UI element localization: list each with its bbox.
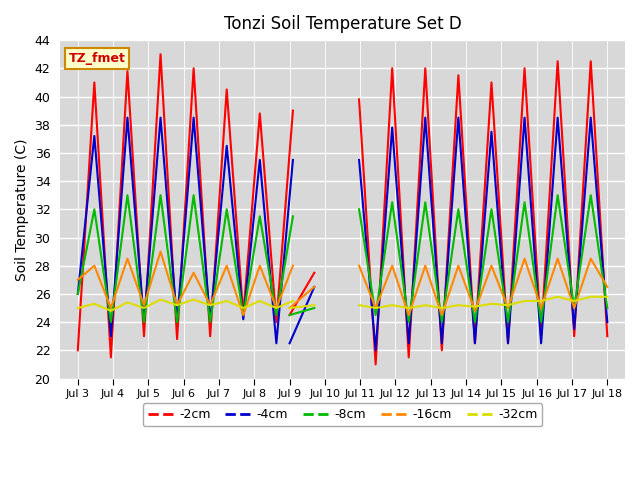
Legend: -2cm, -4cm, -8cm, -16cm, -32cm: -2cm, -4cm, -8cm, -16cm, -32cm — [143, 403, 542, 426]
Text: TZ_fmet: TZ_fmet — [68, 52, 125, 65]
Y-axis label: Soil Temperature (C): Soil Temperature (C) — [15, 138, 29, 281]
Title: Tonzi Soil Temperature Set D: Tonzi Soil Temperature Set D — [223, 15, 461, 33]
X-axis label: Time: Time — [326, 405, 360, 419]
